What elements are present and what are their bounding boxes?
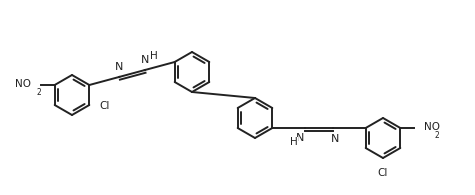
Text: H: H xyxy=(150,51,158,61)
Text: N: N xyxy=(141,55,149,65)
Text: N: N xyxy=(115,62,124,72)
Text: 2: 2 xyxy=(434,131,439,140)
Text: Cl: Cl xyxy=(99,101,110,111)
Text: NO: NO xyxy=(15,79,31,89)
Text: H: H xyxy=(290,137,298,147)
Text: 2: 2 xyxy=(37,88,41,97)
Text: N: N xyxy=(296,133,304,143)
Text: NO: NO xyxy=(424,122,440,132)
Text: Cl: Cl xyxy=(378,168,388,178)
Text: N: N xyxy=(331,134,339,144)
